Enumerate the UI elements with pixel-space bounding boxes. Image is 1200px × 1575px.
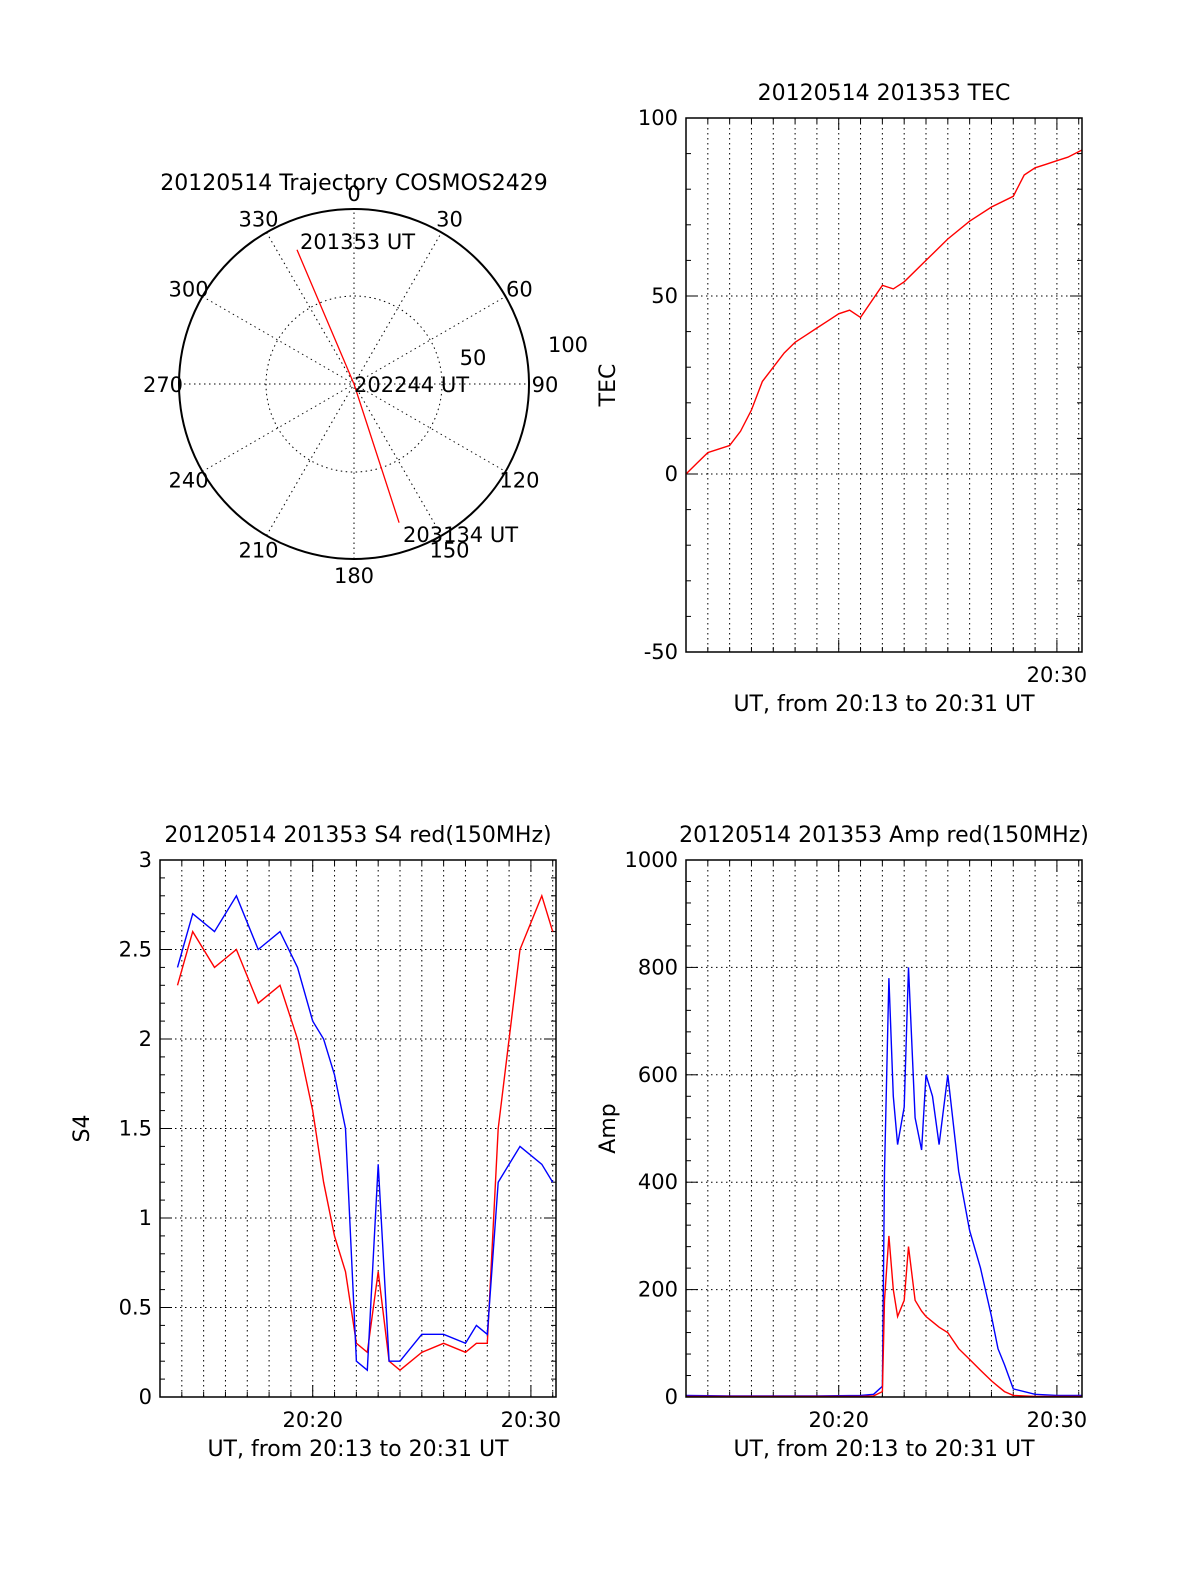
- amp-ylabel: Amp: [596, 1103, 621, 1153]
- s4-ytick-label: 0: [139, 1385, 152, 1409]
- polar-annotation-end: 203134 UT: [403, 523, 518, 547]
- amp-ytick-label: 400: [638, 1170, 678, 1194]
- s4-ytick-label: 1: [139, 1206, 152, 1230]
- amp-xtick-label: 20:20: [808, 1408, 869, 1432]
- s4-xtick-label: 20:30: [501, 1408, 562, 1432]
- tec-ytick-label: -50: [644, 640, 678, 664]
- amp-ytick-label: 800: [638, 955, 678, 979]
- s4-xlabel: UT, from 20:13 to 20:31 UT: [207, 1437, 509, 1462]
- polar-azimuth-label: 330: [238, 208, 278, 232]
- amp-xtick-label: 20:30: [1027, 1408, 1088, 1432]
- tec-ylabel: TEC: [596, 364, 621, 408]
- tec-chart-panel: 20120514 201353 TEC -50 0 50 100 20:30 UT, fro…: [596, 81, 1087, 717]
- polar-azimuth-label: 180: [334, 564, 374, 588]
- s4-title: 20120514 201353 S4 red(150MHz): [164, 823, 551, 848]
- s4-ytick-label: 2.5: [119, 938, 152, 962]
- polar-azimuth-label: 210: [238, 538, 278, 562]
- amp-series-line-1: [686, 1235, 1082, 1398]
- s4-ylabel: S4: [70, 1115, 95, 1143]
- tec-ytick-label: 50: [651, 284, 678, 308]
- tec-title: 20120514 201353 TEC: [758, 81, 1011, 106]
- polar-annotation-start: 201353 UT: [300, 230, 415, 254]
- polar-inner-ring: [265, 295, 443, 473]
- s4-series-line-1: [176, 894, 554, 1372]
- s4-ytick-label: 1.5: [119, 1117, 152, 1141]
- polar-azimuth-label: 150: [429, 538, 469, 562]
- polar-trajectory-line: [296, 249, 400, 523]
- amp-chart-panel: 20120514 201353 Amp red(150MHz) 0 200 400 60…: [596, 823, 1089, 1462]
- polar-trajectory-panel: 20120514 Trajectory COSMOS2429 0 30 60 90 12…: [143, 171, 588, 588]
- polar-azimuth-label: 120: [499, 469, 539, 493]
- polar-azimuth-label: 270: [143, 373, 183, 397]
- amp-ytick-label: 0: [665, 1385, 678, 1409]
- polar-azimuth-label: 90: [532, 373, 559, 397]
- s4-series-line-0: [176, 893, 554, 1372]
- tec-xlabel: UT, from 20:13 to 20:31 UT: [733, 692, 1035, 717]
- polar-azimuth-label: 240: [169, 469, 209, 493]
- s4-plot-frame: [159, 859, 557, 1398]
- s4-ytick-label: 0.5: [119, 1296, 152, 1320]
- tec-xtick-label: 20:30: [1027, 663, 1088, 687]
- amp-plot-frame: [685, 859, 1083, 1398]
- polar-annotation-mid: 202244 UT: [354, 373, 469, 397]
- amp-ytick-label: 1000: [625, 848, 678, 872]
- tec-plot-frame: [685, 117, 1083, 653]
- amp-ytick-label: 600: [638, 1063, 678, 1087]
- s4-chart-panel: 20120514 201353 S4 red(150MHz) 0 0.5 1 1.5 2 2…: [70, 823, 561, 1462]
- polar-azimuth-label: 30: [436, 208, 463, 232]
- tec-ytick-label: 100: [638, 106, 678, 130]
- polar-title: 20120514 Trajectory COSMOS2429: [160, 171, 547, 196]
- polar-radial-label-100: 100: [548, 333, 588, 357]
- s4-ytick-label: 2: [139, 1027, 152, 1051]
- amp-ytick-label: 200: [638, 1278, 678, 1302]
- polar-radial-label-50: 50: [460, 346, 487, 370]
- amp-xlabel: UT, from 20:13 to 20:31 UT: [733, 1437, 1035, 1462]
- polar-azimuth-label: 300: [169, 278, 209, 302]
- polar-azimuth-label: 60: [506, 278, 533, 302]
- amp-series-line-0: [685, 967, 1082, 1397]
- tec-ytick-label: 0: [665, 462, 678, 486]
- polar-azimuth-label: 0: [347, 182, 360, 206]
- amp-title: 20120514 201353 Amp red(150MHz): [679, 823, 1089, 848]
- s4-xtick-label: 20:20: [282, 1408, 343, 1432]
- tec-series-line-0: [685, 149, 1083, 475]
- s4-ytick-label: 3: [139, 848, 152, 872]
